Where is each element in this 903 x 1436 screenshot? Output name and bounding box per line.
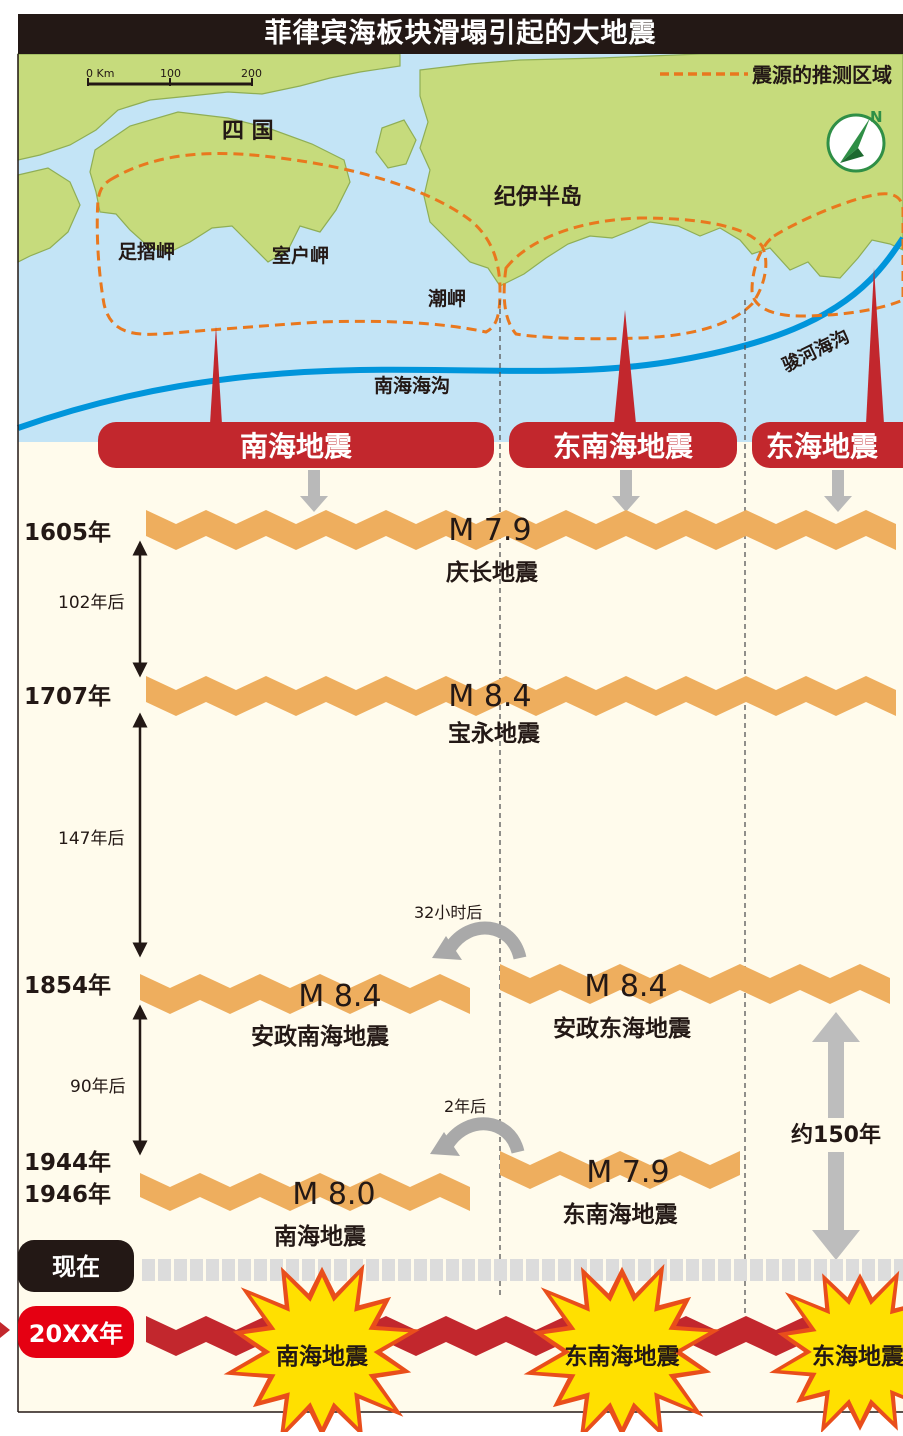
earthquake-bands bbox=[140, 510, 896, 1211]
year-1946: 1946年 bbox=[24, 1181, 111, 1208]
interval-label-2: 147年后 bbox=[58, 829, 124, 849]
year-1707: 1707年 bbox=[24, 683, 111, 710]
name-1944-tonankai: 东南海地震 bbox=[563, 1201, 679, 1228]
zone-label-nankai: 南海地震 bbox=[240, 430, 353, 463]
now-badge bbox=[18, 1240, 134, 1292]
name-1854-tokai: 安政东海地震 bbox=[553, 1015, 692, 1042]
zone-down-arrows bbox=[300, 470, 852, 512]
zone-banner-tonankai bbox=[509, 422, 737, 468]
magnitude-1707: M 8.4 bbox=[448, 679, 531, 714]
lag-label-1854: 32小时后 bbox=[414, 903, 482, 922]
name-1707: 宝永地震 bbox=[448, 720, 541, 747]
down-arrow-nankai bbox=[300, 470, 328, 512]
name-1605: 庆长地震 bbox=[446, 559, 539, 586]
tokai-gap-label-bg bbox=[784, 1118, 888, 1152]
future-bursts bbox=[223, 1263, 903, 1436]
down-arrow-tonankai bbox=[612, 470, 640, 512]
year-1854: 1854年 bbox=[24, 972, 111, 999]
land-kii-honshu bbox=[419, 53, 903, 287]
future-tokai: 东海地震 bbox=[812, 1343, 903, 1370]
band-1946-nankai bbox=[140, 1173, 470, 1211]
magnitude-1944-tonankai: M 7.9 bbox=[586, 1155, 669, 1190]
source-area-legend: 震源的推测区域 bbox=[660, 63, 892, 87]
lag-arrow-1854 bbox=[444, 921, 527, 960]
magnitude-1946-nankai: M 8.0 bbox=[292, 1177, 375, 1212]
band-1944-tonankai bbox=[500, 1151, 740, 1189]
tokai-gap-label: 约150年 bbox=[791, 1122, 881, 1148]
lag-arrowhead-1944 bbox=[430, 1132, 460, 1156]
compass-icon: N bbox=[826, 108, 886, 173]
now-label: 现在 bbox=[52, 1253, 100, 1281]
label-nankai-trough: 南海海沟 bbox=[374, 374, 450, 397]
band-1854-nankai bbox=[140, 974, 470, 1014]
legend-label: 震源的推测区域 bbox=[752, 63, 892, 87]
lag-label-1944: 2年后 bbox=[444, 1097, 486, 1116]
label-shionomisaki: 潮岬 bbox=[428, 288, 466, 310]
land-masses bbox=[17, 53, 903, 287]
timeline-panel bbox=[18, 442, 903, 1412]
burst-tonankai bbox=[523, 1263, 721, 1436]
name-1854-nankai: 安政南海地震 bbox=[251, 1023, 390, 1050]
label-kii-peninsula: 纪伊半岛 bbox=[494, 184, 582, 210]
interval-label-1: 102年后 bbox=[58, 593, 124, 613]
source-area-tokai bbox=[750, 192, 903, 318]
band-1707 bbox=[146, 676, 896, 716]
label-ashizuri: 足摺岬 bbox=[118, 240, 175, 263]
burst-nankai bbox=[223, 1263, 421, 1436]
trench-line bbox=[17, 236, 903, 431]
magnitude-1854-nankai: M 8.4 bbox=[298, 979, 381, 1014]
land-kyushu bbox=[17, 167, 81, 263]
future-year: 20XX年 bbox=[29, 1320, 123, 1348]
source-areas bbox=[95, 151, 903, 341]
land-awaji bbox=[375, 119, 417, 169]
label-shikoku: 四 国 bbox=[222, 119, 274, 144]
pointer-tokai bbox=[866, 268, 884, 424]
future-badge bbox=[18, 1306, 134, 1358]
lag-arrowhead-1854 bbox=[432, 936, 462, 960]
scale-label-0: 0 Km bbox=[86, 67, 114, 80]
band-1605 bbox=[146, 510, 896, 550]
land-honshu-west bbox=[17, 53, 401, 161]
lag-arrow-1944 bbox=[442, 1117, 525, 1155]
scale-label-100: 100 bbox=[160, 67, 181, 80]
magnitude-1605: M 7.9 bbox=[448, 513, 531, 548]
pointer-tonankai bbox=[614, 310, 636, 424]
year-1944: 1944年 bbox=[24, 1149, 111, 1176]
zone-banner-tokai bbox=[752, 422, 903, 468]
down-arrow-tokai bbox=[824, 470, 852, 512]
interval-label-3: 90年后 bbox=[70, 1077, 126, 1097]
source-area-nankai bbox=[95, 151, 502, 336]
magnitude-1854-tokai: M 8.4 bbox=[584, 969, 667, 1004]
land-shikoku bbox=[89, 111, 351, 263]
scale-bar: 0 Km 100 200 bbox=[86, 67, 262, 86]
burst-tokai bbox=[769, 1270, 903, 1434]
future-pointer bbox=[0, 1322, 10, 1338]
zone-label-tokai: 东海地震 bbox=[766, 430, 879, 463]
band-1854-tokai bbox=[500, 964, 890, 1004]
name-1946-nankai: 南海地震 bbox=[274, 1223, 367, 1250]
pointer-nankai bbox=[210, 326, 222, 424]
svg-text:N: N bbox=[870, 108, 883, 126]
page-title: 菲律宾海板块滑塌引起的大地震 bbox=[18, 14, 903, 54]
label-muroto: 室户岬 bbox=[272, 244, 329, 267]
scale-label-200: 200 bbox=[241, 67, 262, 80]
zone-banner-nankai bbox=[98, 422, 494, 468]
year-1605: 1605年 bbox=[24, 519, 111, 546]
future-tonankai: 东南海地震 bbox=[565, 1343, 681, 1370]
zone-label-tonankai: 东南海地震 bbox=[553, 430, 694, 463]
source-area-tonankai bbox=[502, 216, 768, 341]
future-nankai: 南海地震 bbox=[276, 1343, 369, 1370]
